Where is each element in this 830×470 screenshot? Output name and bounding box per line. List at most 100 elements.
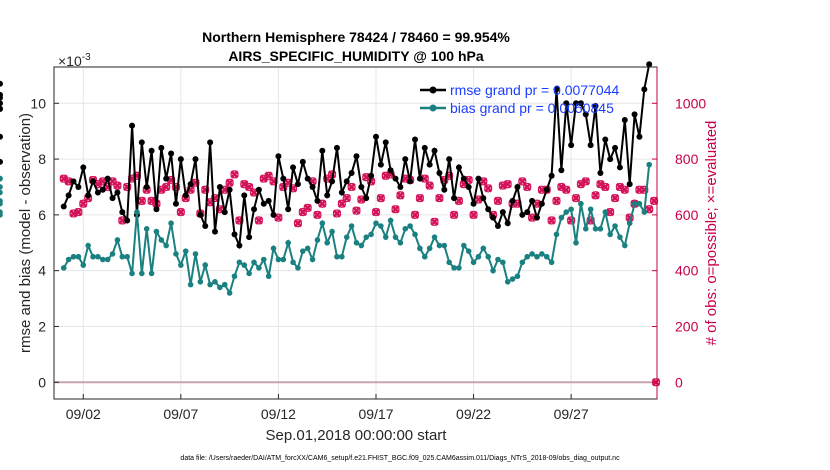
obs-evaluated-point (649, 196, 659, 206)
obs-evaluated-point (562, 185, 571, 194)
obs-evaluated-point (601, 182, 610, 192)
rmse-point (114, 189, 121, 196)
obs-evaluated-point (591, 191, 600, 200)
rmse-point (475, 175, 482, 182)
series-group (0, 61, 661, 387)
rmse-point (202, 223, 209, 230)
grid (54, 67, 657, 399)
rmse-point (353, 153, 360, 160)
rmse-point (538, 200, 545, 207)
footnote: data file: /Users/raeder/DAI/ATM_forcXX/… (180, 455, 620, 462)
rmse-point (216, 183, 223, 190)
rmse-point (177, 156, 184, 163)
bias-point (114, 237, 121, 243)
obs-evaluated-point (484, 184, 493, 193)
obs-evaluated-point (113, 181, 122, 190)
bias-point (456, 265, 462, 271)
bias-point (568, 206, 574, 213)
rmse-point (616, 164, 623, 171)
bias-point (168, 220, 174, 227)
obs-evaluated-point (230, 170, 239, 179)
bias-point (558, 214, 565, 221)
bias-point (0, 184, 3, 190)
obs-evaluated-point (581, 177, 590, 186)
bias-point (70, 253, 77, 260)
rmse-point (241, 192, 248, 199)
y2-ticks: 0 200 400 600 800 1000 (652, 67, 706, 399)
rmse-point (143, 183, 150, 190)
obs-possible-point (571, 193, 581, 203)
y2-tick-label: 200 (675, 318, 699, 334)
bias-point (221, 281, 228, 288)
bias-point (202, 262, 209, 268)
obs-possible-point (454, 196, 464, 206)
rmse-point (104, 175, 111, 182)
obs-evaluated-point (313, 210, 322, 219)
obs-possible-point (288, 184, 298, 193)
bias-point (368, 231, 374, 238)
bias-point (426, 245, 433, 252)
bias-point (109, 251, 116, 257)
rmse-point (207, 139, 214, 146)
rmse-point (382, 139, 389, 146)
obs-evaluated-point (596, 180, 605, 189)
obs-possible-point (547, 216, 556, 225)
x-tick-label: 09/02 (66, 406, 101, 422)
bias-point (641, 209, 648, 215)
rmse-point (260, 200, 267, 207)
rmse-point (236, 242, 243, 249)
bias-point (104, 256, 111, 263)
obs-evaluated-point (620, 185, 629, 194)
obs-evaluated-point (240, 180, 249, 189)
bias-point (607, 231, 613, 238)
bias-point (387, 217, 394, 224)
bias-point (119, 253, 126, 260)
bias-point (446, 259, 452, 266)
bias-point (636, 200, 643, 207)
obs-possible-point (347, 182, 356, 192)
obs-evaluated-point (420, 174, 429, 183)
rmse-point (94, 189, 101, 196)
obs-evaluated-point (430, 217, 439, 226)
bias-point (265, 273, 272, 280)
y2-tick-label: 1000 (675, 95, 706, 111)
bias-point (431, 234, 438, 240)
obs-possible-point (352, 206, 361, 215)
obs-possible-point (293, 219, 303, 228)
legend: rmse grand pr = 0.0077044 bias grand pr … (420, 82, 619, 116)
obs-evaluated-point (610, 194, 620, 203)
rmse-point (168, 150, 175, 157)
bias-point (95, 253, 101, 260)
rmse-point (348, 170, 355, 177)
obs-evaluated-point (557, 182, 566, 192)
obs-possible-point (610, 193, 620, 203)
rmse-point (490, 214, 497, 221)
obs-possible-point (493, 196, 503, 206)
obs-evaluated-point (396, 191, 405, 200)
bias-point (99, 256, 106, 263)
obs-evaluated-point (342, 194, 351, 203)
rmse-point (0, 105, 3, 112)
exponent-base: ×10 (58, 53, 82, 69)
bias-point (329, 228, 335, 235)
rmse-point (280, 175, 287, 182)
obs-evaluated-point (371, 207, 381, 217)
rmse-point (607, 156, 614, 163)
rmse-point (460, 175, 467, 182)
obs-possible-point (552, 196, 561, 206)
obs-evaluated-point (254, 216, 264, 225)
obs-possible-point (235, 216, 244, 225)
rmse-point (543, 186, 550, 193)
rmse-point (421, 144, 428, 151)
rmse-point (119, 209, 126, 216)
rmse-point (338, 189, 345, 196)
bias-point (246, 270, 252, 277)
legend-bias-marker (429, 104, 437, 112)
rmse-point (221, 209, 228, 216)
bias-point (143, 226, 150, 232)
obs-possible-point (649, 196, 659, 206)
bias-point (358, 242, 365, 249)
rmse-point (158, 144, 165, 151)
rmse-point (319, 147, 326, 154)
bias-point (80, 262, 87, 268)
